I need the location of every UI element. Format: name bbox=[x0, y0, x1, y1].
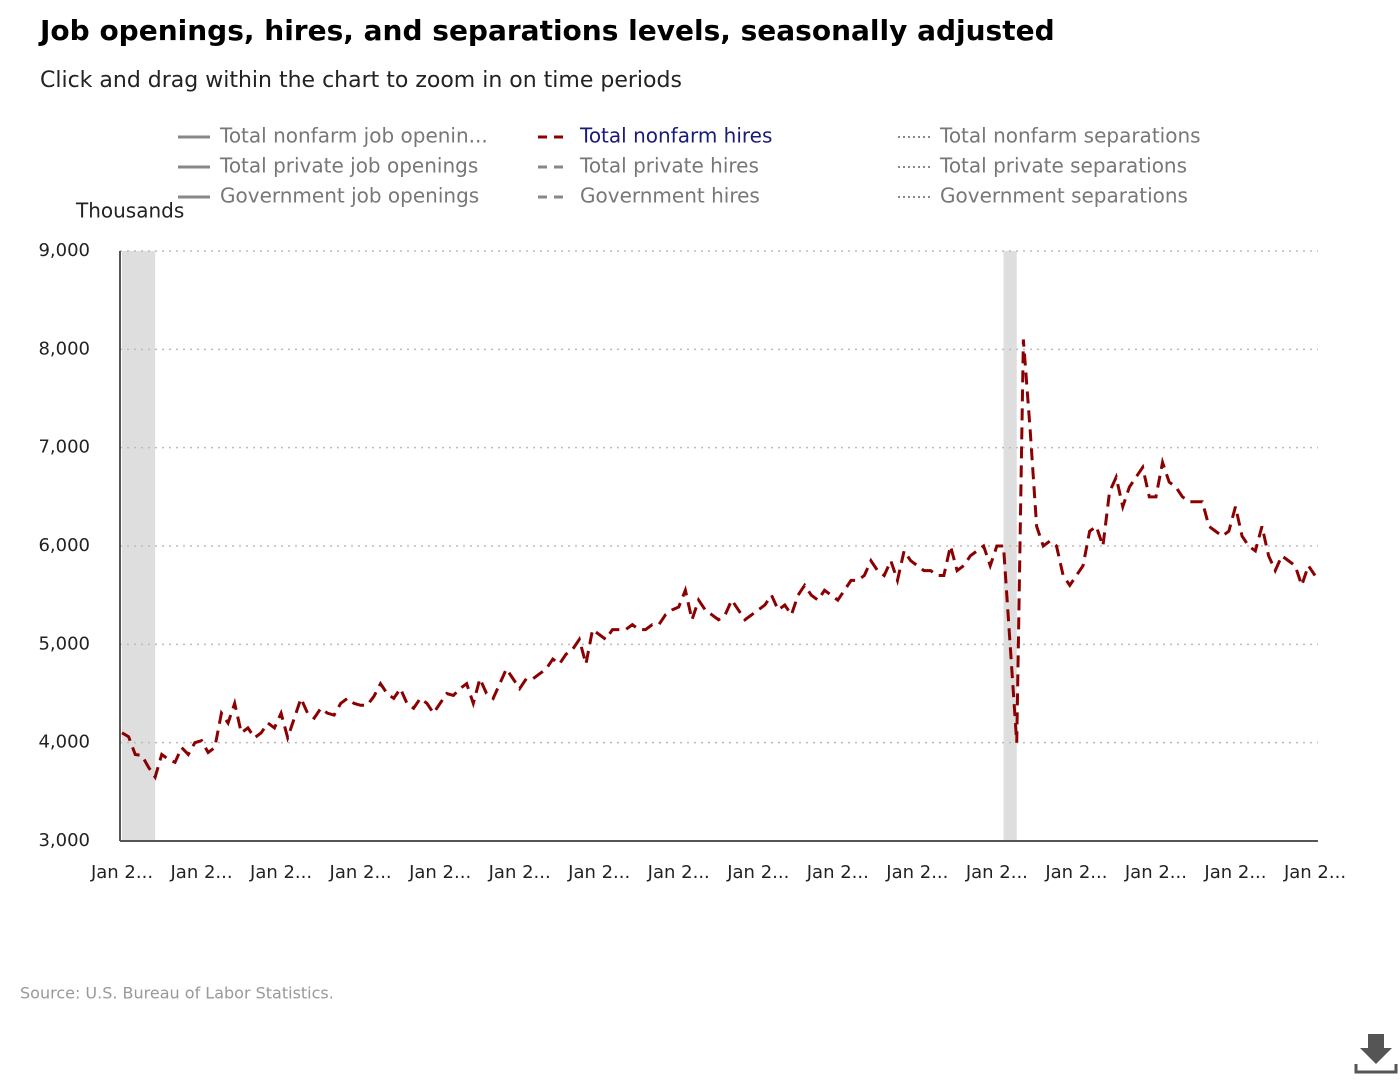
x-tick-label: Jan 2... bbox=[647, 862, 710, 883]
legend-item[interactable]: Total nonfarm hires bbox=[538, 124, 772, 148]
legend-label: Government separations bbox=[940, 184, 1188, 208]
y-tick-label: 4,000 bbox=[38, 732, 90, 753]
y-tick-label: 8,000 bbox=[38, 338, 90, 359]
x-tick-label: Jan 2... bbox=[726, 862, 789, 883]
x-tick-label: Jan 2... bbox=[806, 862, 869, 883]
source-note: Source: U.S. Bureau of Labor Statistics. bbox=[20, 984, 334, 1003]
y-axis-label: Thousands bbox=[75, 199, 184, 223]
x-tick-label: Jan 2... bbox=[90, 862, 153, 883]
data-line bbox=[121, 339, 1317, 781]
legend-item[interactable]: Government separations bbox=[898, 184, 1188, 208]
legend-item[interactable]: Total nonfarm separations bbox=[898, 124, 1201, 148]
chart-subtitle: Click and drag within the chart to zoom … bbox=[40, 68, 682, 93]
y-tick-label: 3,000 bbox=[38, 830, 90, 851]
legend-label: Total nonfarm hires bbox=[579, 124, 772, 148]
legend-item[interactable]: Government hires bbox=[538, 184, 760, 208]
x-tick-label: Jan 2... bbox=[408, 862, 471, 883]
x-tick-label: Jan 2... bbox=[329, 862, 392, 883]
legend-label: Total private separations bbox=[939, 154, 1187, 178]
chart-title: Job openings, hires, and separations lev… bbox=[38, 14, 1055, 47]
legend-item[interactable]: Total nonfarm job openin... bbox=[178, 124, 488, 148]
download-tray bbox=[1354, 1064, 1398, 1074]
recession-shading bbox=[122, 251, 156, 841]
y-tick-label: 5,000 bbox=[38, 633, 90, 654]
legend-item[interactable]: Total private job openings bbox=[178, 154, 478, 178]
x-tick-label: Jan 2... bbox=[567, 862, 630, 883]
legend-label: Total private hires bbox=[579, 154, 759, 178]
x-tick-label: Jan 2... bbox=[1124, 862, 1187, 883]
legend-item[interactable]: Total private separations bbox=[898, 154, 1187, 178]
x-tick-label: Jan 2... bbox=[169, 862, 232, 883]
x-tick-label: Jan 2... bbox=[1283, 862, 1346, 883]
legend-label: Total nonfarm job openin... bbox=[219, 124, 488, 148]
legend-label: Government job openings bbox=[220, 184, 479, 208]
x-tick-label: Jan 2... bbox=[488, 862, 551, 883]
legend-item[interactable]: Government job openings bbox=[178, 184, 479, 208]
x-tick-label: Jan 2... bbox=[249, 862, 312, 883]
legend-label: Total nonfarm separations bbox=[939, 124, 1201, 148]
legend-label: Government hires bbox=[580, 184, 760, 208]
x-tick-label: Jan 2... bbox=[1203, 862, 1266, 883]
y-tick-label: 9,000 bbox=[38, 240, 90, 261]
y-tick-label: 7,000 bbox=[38, 437, 90, 458]
legend-item[interactable]: Total private hires bbox=[538, 154, 759, 178]
download-icon bbox=[1360, 1034, 1392, 1064]
y-tick-label: 6,000 bbox=[38, 535, 90, 556]
x-tick-label: Jan 2... bbox=[885, 862, 948, 883]
x-tick-label: Jan 2... bbox=[965, 862, 1028, 883]
legend-label: Total private job openings bbox=[219, 154, 478, 178]
x-tick-label: Jan 2... bbox=[1044, 862, 1107, 883]
download-button[interactable] bbox=[1352, 1030, 1398, 1074]
